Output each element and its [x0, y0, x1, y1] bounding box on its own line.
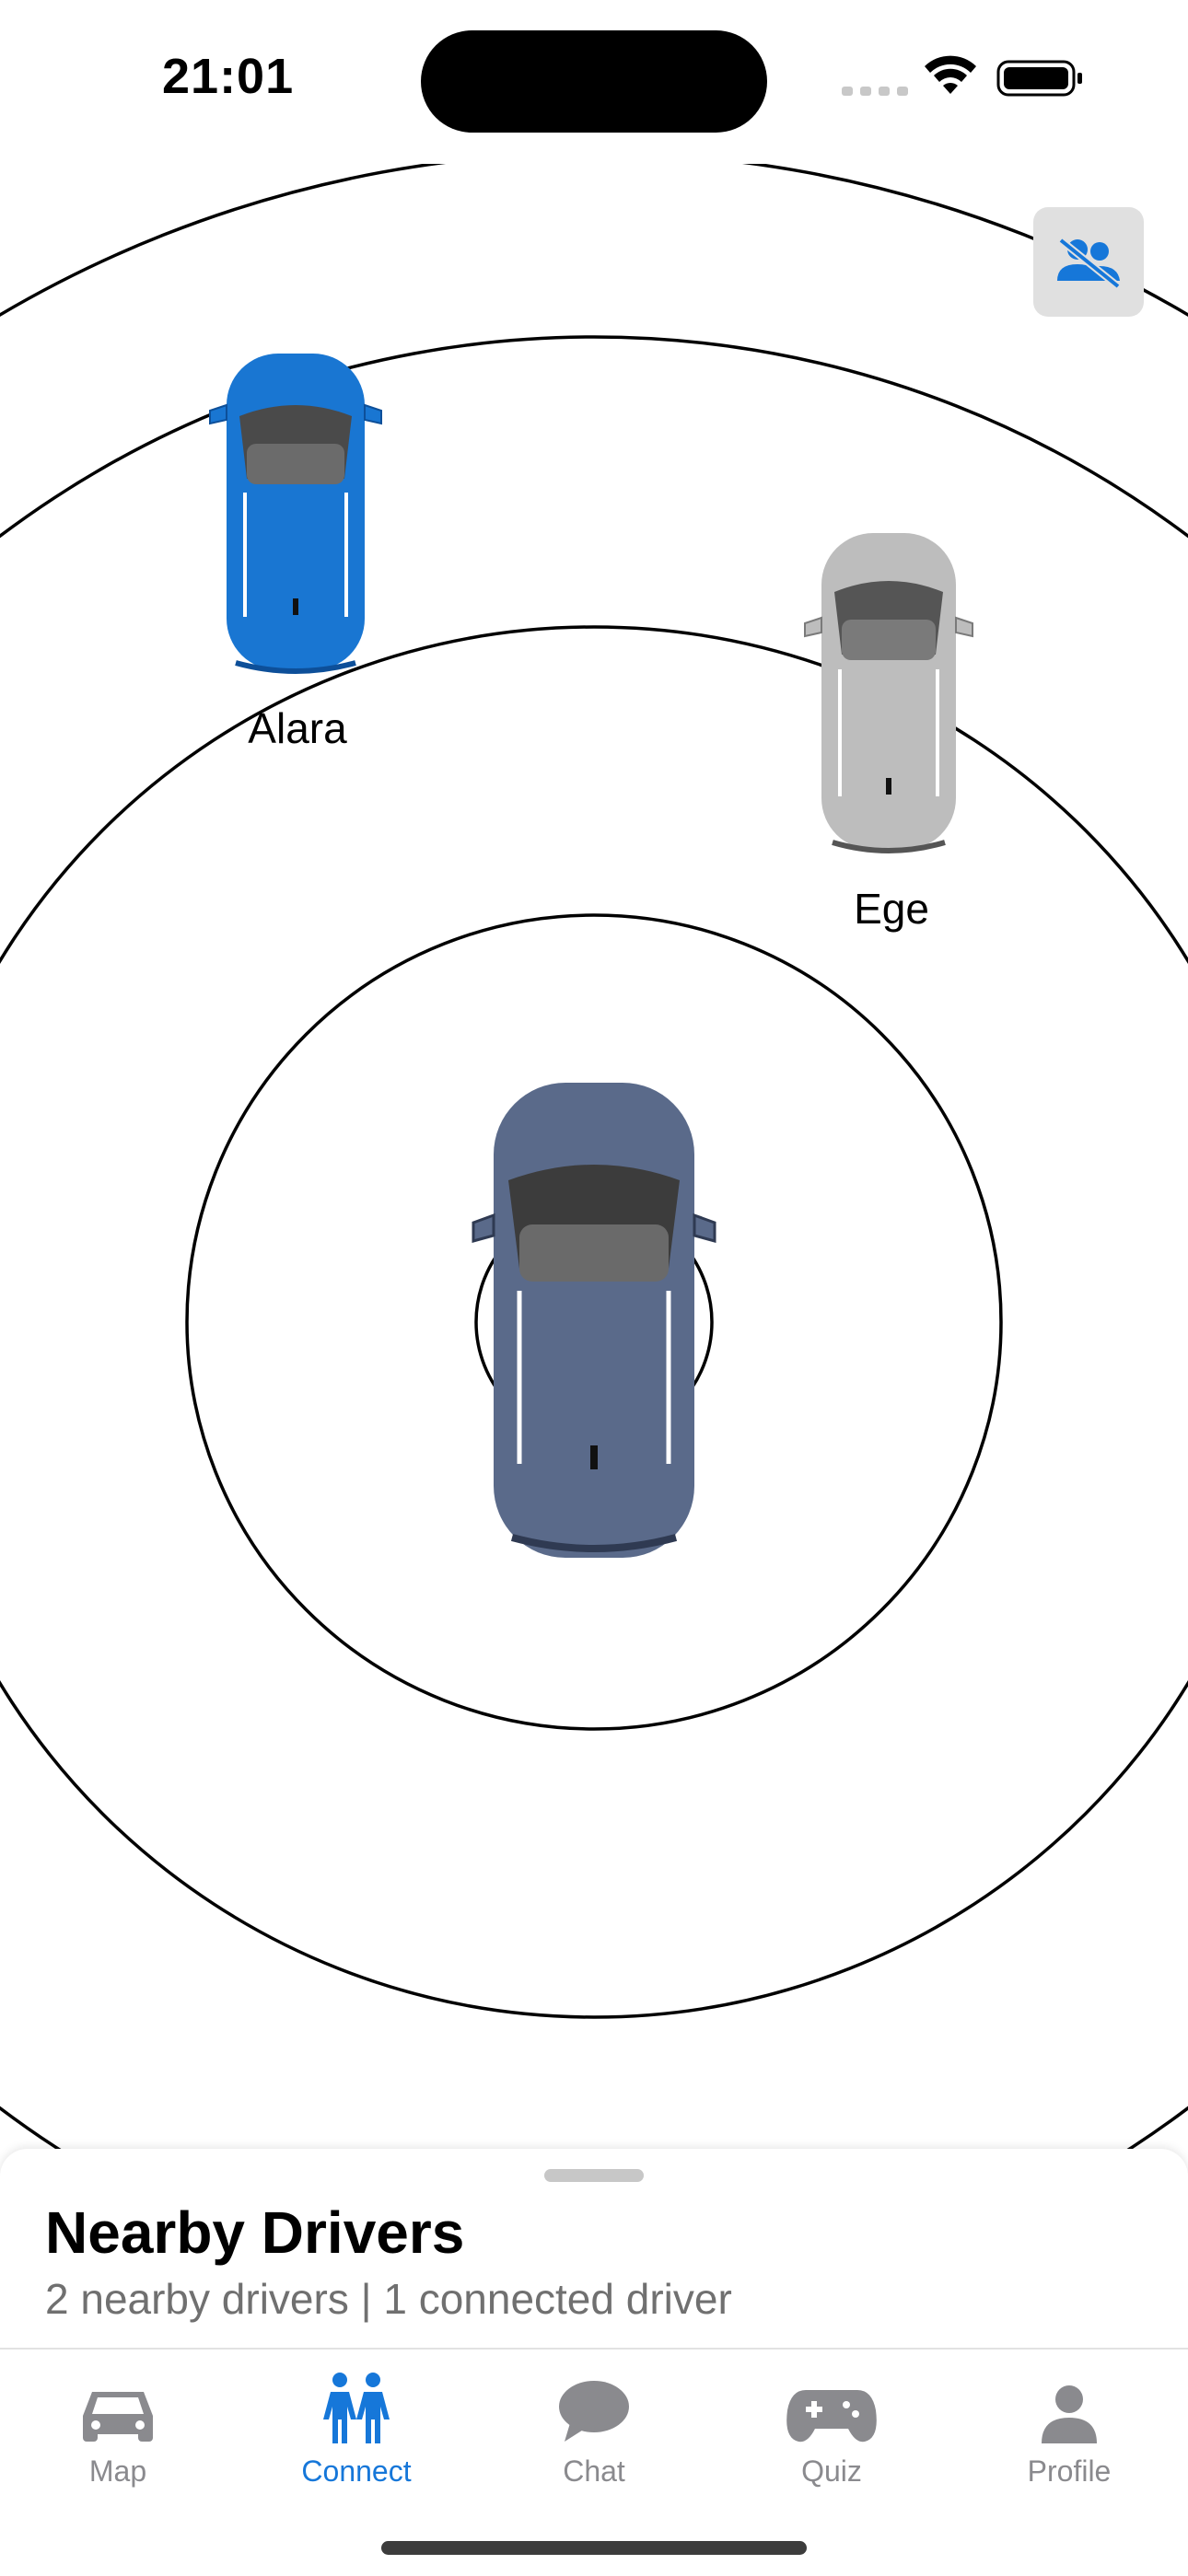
wifi-icon [925, 55, 976, 94]
sheet-title: Nearby Drivers [45, 2199, 465, 2266]
tab-bar: Map Connect Chat [0, 2348, 1188, 2576]
status-bar: 21:01 [0, 0, 1188, 147]
my-car [472, 1083, 716, 1558]
nearby-car-ege[interactable] [801, 520, 976, 861]
hide-nearby-button[interactable] [1033, 207, 1144, 317]
radar-view [0, 164, 1188, 2149]
battery-icon [996, 60, 1082, 97]
radar-ring-1 [185, 913, 1003, 1731]
game-controller-icon [786, 2390, 877, 2443]
person-icon [1042, 2385, 1097, 2443]
driver-name-ege: Ege [854, 885, 929, 933]
tab-connect[interactable]: Connect [274, 2362, 439, 2501]
tab-label: Profile [1027, 2454, 1112, 2488]
sheet-grabber[interactable] [544, 2169, 644, 2182]
radar-ring-3 [0, 335, 1188, 2149]
car-icon [804, 533, 973, 853]
car-icon [472, 1083, 716, 1558]
chat-bubble-icon [559, 2381, 629, 2442]
nearby-car-alara[interactable] [208, 341, 383, 681]
tab-label: Connect [301, 2454, 412, 2488]
car-icon [83, 2392, 153, 2442]
home-indicator [381, 2541, 807, 2555]
status-time: 21:01 [162, 49, 295, 104]
tab-label: Quiz [801, 2454, 862, 2488]
tab-chat[interactable]: Chat [511, 2362, 677, 2501]
dynamic-island [421, 30, 767, 133]
tab-map[interactable]: Map [35, 2362, 201, 2501]
person-hidden-icon [1057, 237, 1121, 289]
driver-name-alara: Alara [248, 704, 347, 752]
tab-quiz[interactable]: Quiz [749, 2362, 914, 2501]
car-icon [209, 354, 382, 674]
tab-label: Chat [563, 2454, 625, 2488]
tab-profile[interactable]: Profile [986, 2362, 1152, 2501]
radar-ring-2 [0, 625, 1188, 2019]
people-icon [323, 2373, 390, 2443]
sheet-subtitle: 2 nearby drivers | 1 connected driver [45, 2275, 732, 2323]
status-icons [842, 55, 1082, 97]
tab-label: Map [88, 2454, 147, 2488]
cellular-signal-icon [842, 87, 908, 96]
